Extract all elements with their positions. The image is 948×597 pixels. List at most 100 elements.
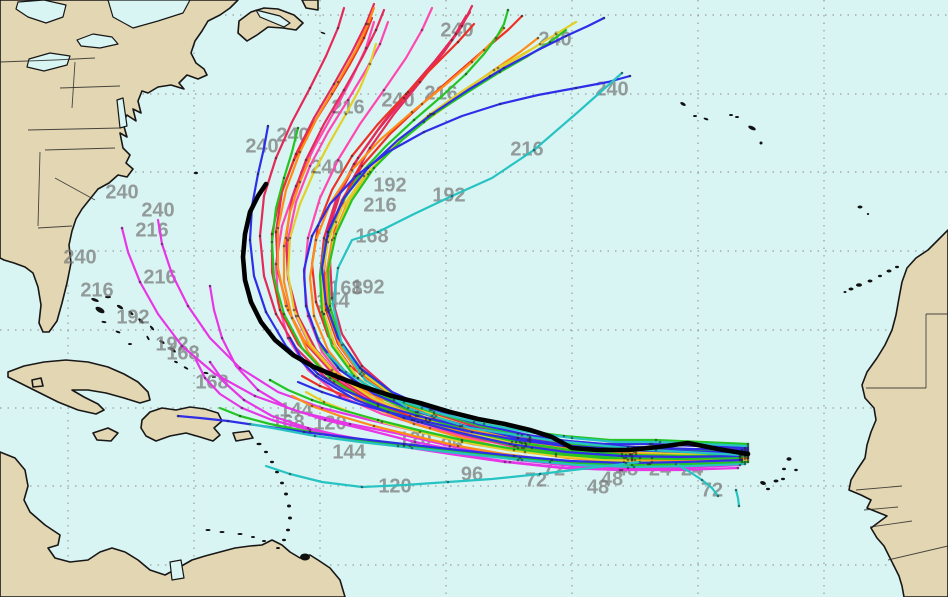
island <box>300 553 310 561</box>
track-point <box>292 308 296 312</box>
track-point <box>180 344 184 348</box>
lake-lake-erie <box>26 52 71 72</box>
track-point <box>298 150 302 154</box>
track-point <box>320 406 324 410</box>
track-point <box>306 314 310 318</box>
track-point <box>498 102 502 106</box>
track-point <box>330 368 334 372</box>
track-point <box>654 438 658 442</box>
hour-label: 216 <box>80 279 113 301</box>
track-point <box>292 158 296 162</box>
track-point <box>306 426 310 430</box>
island <box>115 330 121 334</box>
track-point <box>516 436 520 440</box>
track-point <box>743 460 747 464</box>
state-border <box>44 147 116 151</box>
track-point <box>426 420 430 424</box>
landmass-nova-scotia <box>237 7 304 42</box>
track-point <box>282 312 286 316</box>
track-point <box>278 308 282 312</box>
island <box>203 371 209 375</box>
lake-lake-maracaibo <box>169 559 185 581</box>
track-point <box>422 130 426 134</box>
track-point <box>650 442 654 446</box>
ensemble-track <box>248 422 747 469</box>
track-point <box>454 32 458 36</box>
ensemble-track <box>218 406 750 467</box>
track-point <box>334 232 338 236</box>
island <box>282 538 286 542</box>
track-point <box>562 434 566 438</box>
hour-label: 240 <box>63 246 96 268</box>
track-point <box>352 374 356 378</box>
island <box>843 291 847 293</box>
island <box>288 516 292 520</box>
track-point <box>360 364 364 368</box>
island <box>174 360 178 364</box>
track-point <box>344 112 348 116</box>
hour-label: 240 <box>105 181 138 203</box>
track-point <box>428 408 432 412</box>
track-point <box>368 170 372 174</box>
track-point <box>530 446 534 450</box>
track-point <box>408 444 412 448</box>
track-point <box>330 238 334 242</box>
track-point <box>322 236 326 240</box>
track-point <box>524 442 528 446</box>
track-point <box>316 224 320 228</box>
island <box>781 477 785 481</box>
island <box>128 310 134 316</box>
mean-track <box>240 181 751 457</box>
lake-chesapeake-bay <box>116 97 128 129</box>
ensemble-track <box>208 284 744 470</box>
track-point <box>488 74 492 78</box>
track-point <box>526 438 530 442</box>
landmass-north-america <box>0 0 239 333</box>
track-point <box>633 458 637 462</box>
track-point <box>743 462 747 466</box>
track-point <box>308 430 312 434</box>
track-point <box>352 162 356 166</box>
track-point <box>520 433 524 437</box>
track-point <box>414 410 418 414</box>
hour-label: 216 <box>510 138 543 160</box>
island <box>786 457 792 461</box>
track-point <box>326 240 330 244</box>
ensemble-track <box>318 8 747 458</box>
track-point <box>520 446 524 450</box>
track-point <box>428 426 432 430</box>
track-point <box>314 374 318 378</box>
track-point <box>310 398 314 402</box>
track-point <box>362 174 366 178</box>
track-point <box>270 240 274 244</box>
track-point <box>226 419 230 423</box>
track-point <box>420 102 424 106</box>
track-point <box>746 456 750 460</box>
track-point <box>324 376 328 380</box>
track-point <box>518 456 522 460</box>
track-point <box>428 418 432 422</box>
track-point <box>326 234 330 238</box>
landmass-newfoundland-corner <box>301 0 319 11</box>
track-point <box>208 284 212 288</box>
track-point <box>288 336 292 340</box>
track-point <box>350 168 354 172</box>
island <box>856 283 862 287</box>
track-point <box>734 488 738 492</box>
track-point <box>404 92 408 96</box>
track-point <box>416 410 420 414</box>
track-point <box>624 461 628 465</box>
track-point <box>322 312 326 316</box>
island <box>205 529 211 531</box>
track-point <box>360 370 364 374</box>
track-point <box>294 314 298 318</box>
island <box>128 343 132 345</box>
track-point <box>322 400 326 404</box>
track-point <box>340 343 344 347</box>
track-point <box>520 458 524 462</box>
track-point <box>622 460 626 464</box>
track-point <box>362 36 366 40</box>
track-point <box>738 458 742 462</box>
track-point <box>413 440 417 444</box>
track-point <box>304 304 308 308</box>
